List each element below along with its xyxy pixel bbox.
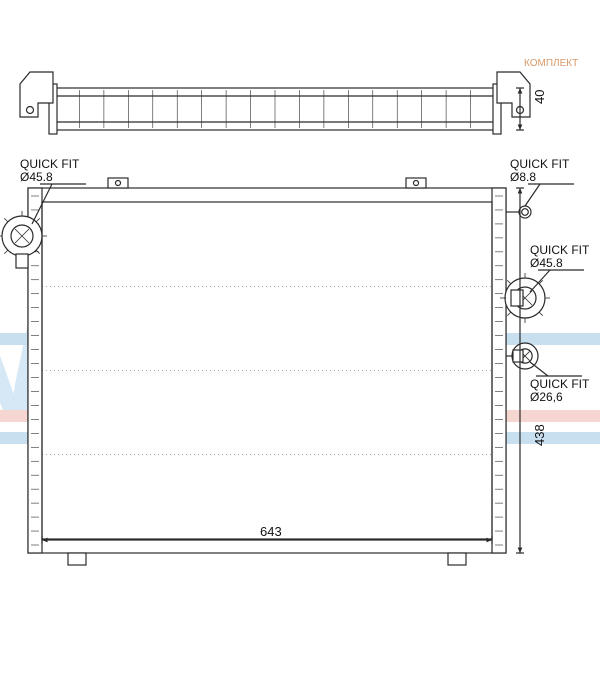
callout-c_right_mid-line2: Ø26,6 [530, 391, 563, 404]
dimension-d_width: 643 [260, 524, 282, 539]
callout-c_left_top-line2: Ø45.8 [20, 171, 53, 184]
diagram-canvas: Nissens QUICK FITØ45.8QUICK FITØ8.8QUICK… [0, 0, 600, 695]
callout-c_right_sm-line2: Ø8.8 [510, 171, 536, 184]
dimension-d_right_h: 438 [532, 424, 547, 446]
callout-c_right_top-line2: Ø45.8 [530, 257, 563, 270]
dimension-d_top_h: 40 [532, 90, 547, 104]
technical-drawing [0, 0, 600, 695]
corner-logo: КОМПЛЕКТ [524, 58, 578, 69]
